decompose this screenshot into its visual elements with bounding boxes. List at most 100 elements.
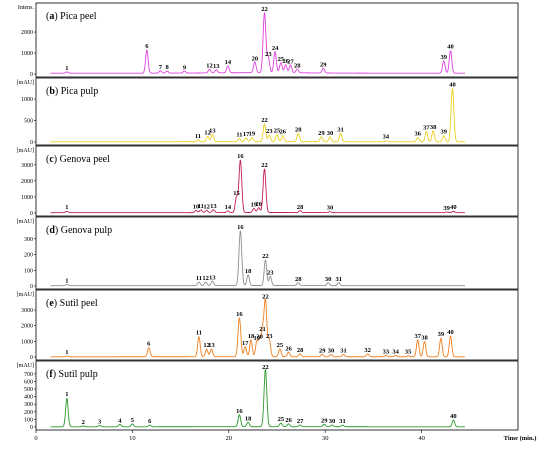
peak-label: 13	[213, 63, 220, 70]
peak-label: 29	[318, 130, 325, 137]
y-tick-label: 0	[30, 72, 33, 78]
peak-label: 23	[266, 128, 273, 135]
peak-label: 1	[65, 277, 68, 284]
y-unit-label: [mAU]	[17, 148, 34, 154]
peak-label: 23	[265, 51, 272, 58]
peak-label: 16	[237, 153, 244, 160]
panel-frame	[35, 289, 519, 361]
panel-title: (d) Genova pulp	[46, 225, 112, 236]
x-axis-title: Time (min.)	[504, 435, 537, 442]
peak-label: 21	[259, 326, 266, 333]
panel-frame	[35, 360, 519, 431]
peak-label: 6	[147, 341, 151, 348]
peak-label: 19	[251, 202, 258, 209]
peak-label: 38	[430, 124, 437, 131]
peak-label: 16	[236, 408, 243, 415]
x-tick-label: 20	[226, 435, 233, 442]
peak-label: 16	[236, 311, 243, 318]
peak-label: 11	[196, 275, 202, 282]
peak-label: 31	[337, 126, 344, 133]
peak-label: 28	[295, 276, 302, 283]
peak-label: 29	[319, 347, 326, 354]
peak-label: 16	[237, 224, 244, 231]
peak-label: 1	[65, 349, 68, 356]
peak-label: 12	[206, 63, 213, 70]
y-tick-label: 700	[24, 372, 33, 378]
peak-label: 22	[262, 364, 269, 371]
chromatogram-trace	[50, 298, 465, 358]
peak-label: 22	[262, 253, 269, 260]
peak-label: 36	[414, 131, 421, 138]
y-tick-label: 400	[24, 395, 33, 401]
peak-label: 30	[325, 276, 332, 283]
peak-label: 22	[261, 117, 268, 124]
peak-label: 24	[272, 45, 279, 52]
y-tick-label: 3000	[21, 308, 33, 314]
peak-label: 40	[449, 81, 456, 88]
y-tick-label: 0	[30, 211, 33, 217]
peak-label: 31	[335, 276, 342, 283]
y-tick-label: 100	[24, 417, 33, 423]
chromatogram-trace	[50, 159, 465, 214]
peak-label: 29	[320, 62, 327, 69]
peak-label: 20	[252, 55, 259, 62]
peak-label: 18	[245, 415, 252, 422]
peak-label: 13	[208, 342, 215, 349]
peak-label: 1	[65, 65, 68, 72]
panel-title: (e) Sutil peel	[46, 298, 98, 309]
peak-label: 32	[364, 347, 371, 354]
peak-label: 39	[438, 331, 445, 338]
y-tick-label: 500	[24, 119, 33, 125]
peak-label: 7	[159, 64, 163, 71]
peak-label: 38	[421, 334, 428, 341]
peak-label: 12	[203, 203, 210, 210]
peak-label: 25	[277, 342, 284, 349]
peak-label: 40	[447, 44, 454, 51]
peak-label: 11	[196, 330, 202, 337]
y-tick-label: 1000	[21, 339, 33, 345]
peak-label: 33	[383, 348, 390, 355]
peak-label: 17	[242, 340, 249, 347]
peak-label: 3	[98, 418, 102, 425]
y-tick-label: 600	[24, 379, 33, 385]
peak-label: 34	[392, 348, 399, 355]
y-unit-label: Intens.	[18, 5, 35, 11]
peak-label: 27	[287, 58, 294, 65]
peak-label: 2	[82, 419, 85, 426]
x-axis: 0 10 20 30 40 Time (min.)	[34, 430, 536, 442]
y-tick-label: 1000	[21, 51, 33, 57]
peak-label: 40	[447, 329, 454, 336]
peak-label: 4	[118, 417, 122, 424]
x-tick-label: 0	[34, 435, 37, 442]
peak-label: 30	[329, 418, 336, 425]
panel-title: (a) Pica peel	[46, 11, 97, 22]
peak-label: 34	[383, 134, 390, 141]
peak-label: 37	[414, 333, 421, 340]
peak-label: 10	[193, 204, 200, 211]
peak-label: 39	[441, 54, 448, 61]
peak-label: 26	[280, 129, 287, 136]
panel-frame	[35, 216, 519, 290]
x-tick-label: 40	[418, 435, 425, 442]
peak-label: 26	[282, 58, 289, 65]
y-tick-label: 200	[24, 253, 33, 259]
peak-label: 17	[243, 131, 250, 138]
peak-label: 30	[327, 205, 334, 212]
panel-title: (b) Pica pulp	[46, 86, 98, 97]
y-tick-label: 0	[30, 355, 33, 361]
peak-label: 26	[285, 345, 292, 352]
peak-label: 26	[285, 417, 292, 424]
peak-label: 22	[261, 162, 268, 169]
peak-label: 5	[131, 417, 135, 424]
peak-label: 23	[267, 270, 274, 277]
peak-label: 6	[148, 418, 152, 425]
y-unit-label: [mAU]	[17, 219, 34, 225]
chromatogram-trace	[50, 230, 465, 287]
peak-label: 1	[65, 204, 68, 211]
peak-label: 28	[297, 204, 304, 211]
